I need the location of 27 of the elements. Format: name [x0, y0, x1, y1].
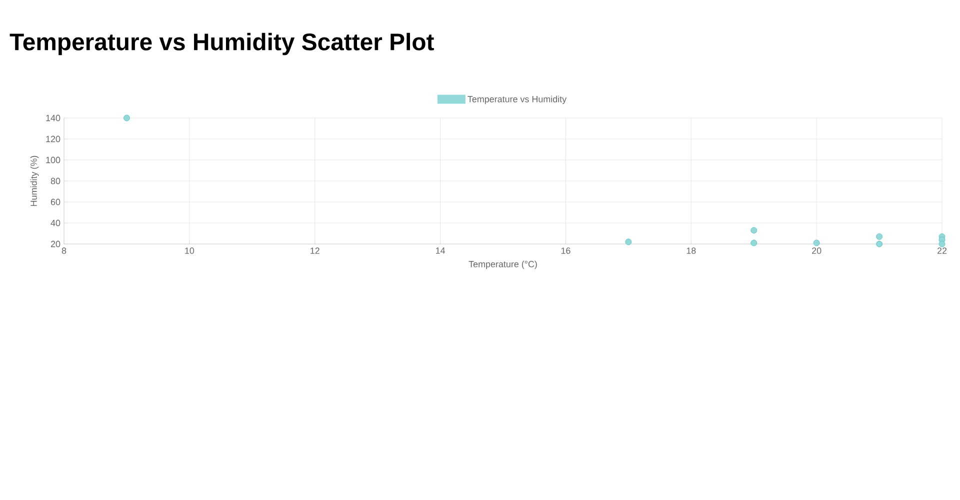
chart-title: Temperature vs Humidity Scatter Plot	[10, 32, 434, 56]
point	[750, 240, 758, 246]
x-axis-title: Temperature (°C)	[468, 260, 537, 270]
x-tick-label: 12	[310, 248, 320, 254]
y-tick-label: 60	[50, 198, 60, 206]
point	[876, 240, 882, 248]
x-tick-label: 14	[436, 248, 446, 254]
y-tick-label: 120	[46, 136, 60, 142]
x-tick-label: 8	[62, 248, 66, 254]
y-tick-label: 80	[50, 178, 60, 184]
x-tick-label: 22	[937, 248, 947, 254]
x-tick-label: 20	[812, 248, 822, 254]
x-tick-label: 16	[561, 248, 570, 254]
y-tick-label: 40	[50, 220, 60, 226]
y-tick-label: 20	[50, 240, 60, 248]
point	[750, 227, 758, 234]
legend-label: Temperature vs Humidity	[468, 96, 567, 104]
y-tick-label: 140	[46, 114, 60, 122]
y-tick-label: 100	[46, 156, 60, 164]
point	[625, 238, 632, 246]
y-axis-title: Humidity (%)	[30, 156, 39, 206]
x-tick-label: 18	[686, 248, 696, 254]
point	[124, 114, 130, 122]
point	[938, 240, 946, 248]
point	[813, 240, 820, 246]
point	[876, 233, 882, 240]
x-tick-label: 10	[185, 248, 194, 254]
